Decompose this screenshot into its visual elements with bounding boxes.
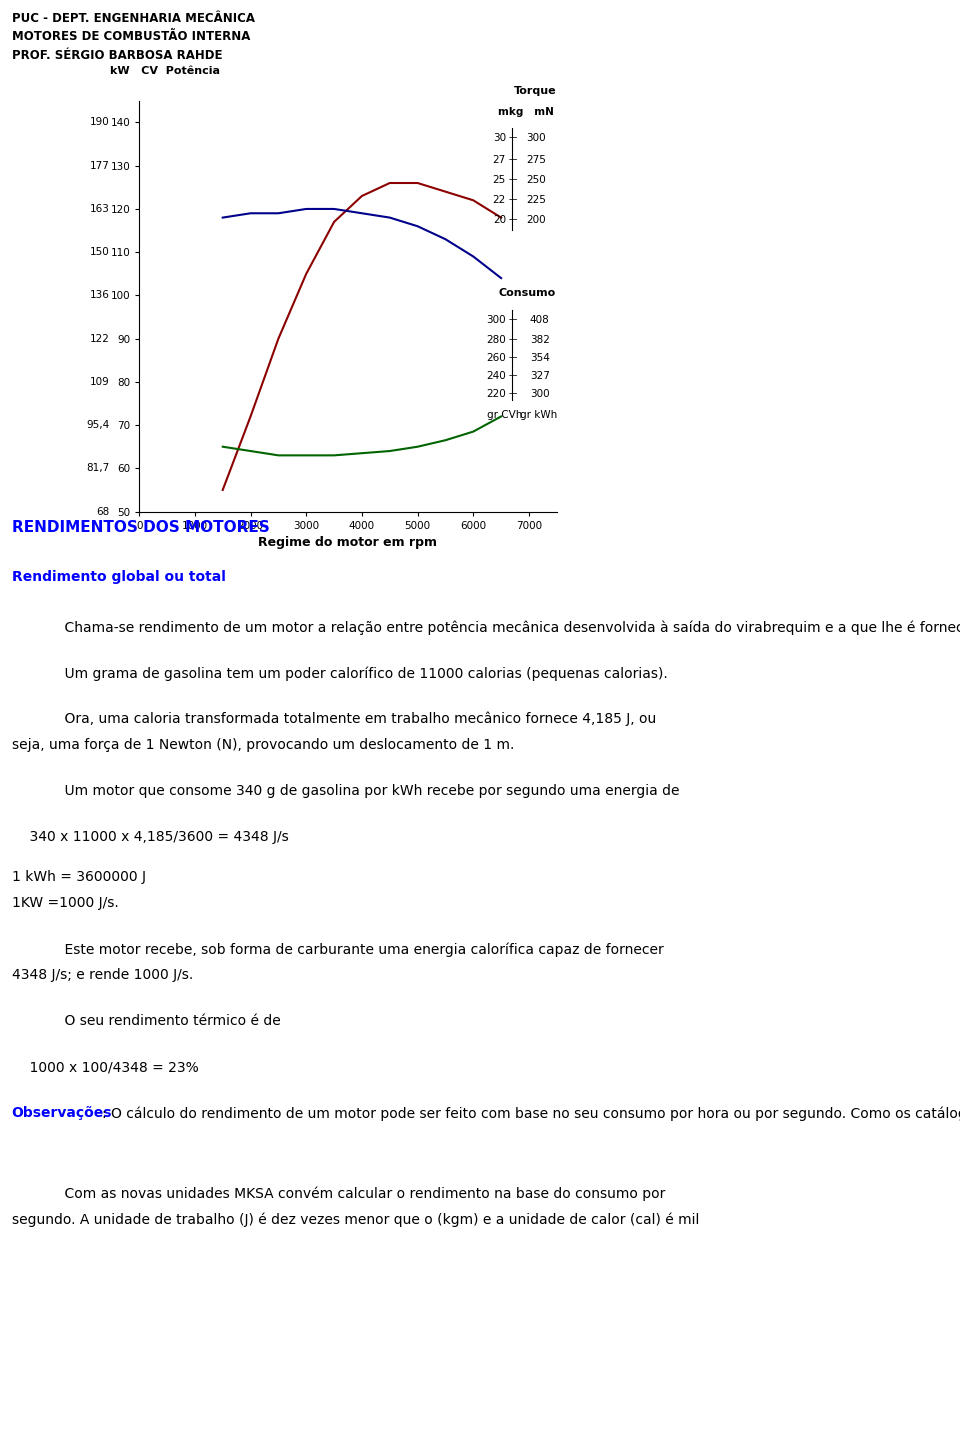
Text: —: — [509, 196, 517, 205]
Text: gr CVh: gr CVh [487, 411, 522, 419]
Text: Este motor recebe, sob forma de carburante uma energia calorífica capaz de forne: Este motor recebe, sob forma de carburan… [12, 942, 663, 957]
Text: —: — [509, 176, 517, 184]
Text: 300: 300 [530, 389, 549, 399]
Text: Ora, uma caloria transformada totalmente em trabalho mecânico fornece 4,185 J, o: Ora, uma caloria transformada totalmente… [12, 712, 656, 726]
Text: Chama-se rendimento de um motor a relação entre potência mecânica desenvolvida à: Chama-se rendimento de um motor a relaçã… [12, 620, 960, 634]
Text: 1KW =1000 J/s.: 1KW =1000 J/s. [12, 896, 118, 911]
Text: Um motor que consome 340 g de gasolina por kWh recebe por segundo uma energia de: Um motor que consome 340 g de gasolina p… [12, 784, 679, 798]
Text: —: — [509, 353, 517, 363]
Text: 260: 260 [486, 353, 506, 363]
Text: —: — [509, 134, 517, 143]
Text: 340 x 11000 x 4,185/3600 = 4348 J/s: 340 x 11000 x 4,185/3600 = 4348 J/s [12, 830, 288, 844]
Text: MOTORES DE COMBUSTÃO INTERNA: MOTORES DE COMBUSTÃO INTERNA [12, 30, 250, 43]
Text: 30: 30 [492, 133, 506, 143]
Text: kW   CV  Potência: kW CV Potência [110, 66, 220, 76]
Text: 200: 200 [526, 215, 545, 225]
Text: Consumo: Consumo [498, 288, 556, 298]
Text: —: — [509, 336, 517, 344]
Text: 122: 122 [90, 334, 110, 343]
Text: : O cálculo do rendimento de um motor pode ser feito com base no seu consumo por: : O cálculo do rendimento de um motor po… [102, 1107, 960, 1121]
Text: 225: 225 [526, 195, 546, 205]
Text: 382: 382 [530, 334, 550, 344]
Text: 190: 190 [90, 118, 110, 127]
Text: 275: 275 [526, 156, 546, 166]
Text: —: — [509, 372, 517, 380]
Text: 20: 20 [492, 215, 506, 225]
Text: 22: 22 [492, 195, 506, 205]
Text: 280: 280 [486, 334, 506, 344]
Text: 408: 408 [530, 316, 550, 326]
Text: seja, uma força de 1 Newton (N), provocando um deslocamento de 1 m.: seja, uma força de 1 Newton (N), provoca… [12, 738, 514, 752]
Text: 300: 300 [487, 316, 506, 326]
Text: Torque: Torque [514, 86, 556, 97]
Text: 177: 177 [90, 161, 110, 170]
Text: PUC - DEPT. ENGENHARIA MECÂNICA: PUC - DEPT. ENGENHARIA MECÂNICA [12, 12, 254, 24]
Text: —: — [509, 156, 517, 164]
Text: —: — [509, 389, 517, 399]
Text: 163: 163 [90, 205, 110, 213]
Text: 300: 300 [526, 133, 545, 143]
Text: 136: 136 [90, 291, 110, 300]
X-axis label: Regime do motor em rpm: Regime do motor em rpm [258, 536, 438, 549]
Text: mkg   mN: mkg mN [498, 107, 554, 117]
Text: 240: 240 [486, 370, 506, 380]
Text: 68: 68 [97, 507, 110, 516]
Text: segundo. A unidade de trabalho (J) é dez vezes menor que o (kgm) e a unidade de : segundo. A unidade de trabalho (J) é dez… [12, 1212, 699, 1226]
Text: 150: 150 [90, 248, 110, 256]
Text: —: — [509, 216, 517, 225]
Text: —: — [509, 316, 517, 324]
Text: Com as novas unidades MKSA convém calcular o rendimento na base do consumo por: Com as novas unidades MKSA convém calcul… [12, 1186, 665, 1200]
Text: 25: 25 [492, 174, 506, 184]
Text: Um grama de gasolina tem um poder calorífico de 11000 calorias (pequenas caloria: Um grama de gasolina tem um poder calorí… [12, 666, 667, 680]
Text: 354: 354 [530, 353, 550, 363]
Text: 109: 109 [90, 378, 110, 386]
Text: Observações: Observações [12, 1107, 112, 1120]
Text: 250: 250 [526, 174, 546, 184]
Text: 327: 327 [530, 370, 550, 380]
Text: 1 kWh = 3600000 J: 1 kWh = 3600000 J [12, 870, 146, 883]
Text: 220: 220 [486, 389, 506, 399]
Text: Rendimento global ou total: Rendimento global ou total [12, 571, 226, 584]
Text: RENDIMENTOS DOS MOTORES: RENDIMENTOS DOS MOTORES [12, 520, 269, 535]
Text: O seu rendimento térmico é de: O seu rendimento térmico é de [12, 1014, 280, 1027]
Text: 95,4: 95,4 [86, 421, 110, 429]
Text: 1000 x 100/4348 = 23%: 1000 x 100/4348 = 23% [12, 1061, 199, 1074]
Text: 27: 27 [492, 156, 506, 166]
Text: gr kWh: gr kWh [520, 411, 558, 419]
Text: PROF. SÉRGIO BARBOSA RAHDE: PROF. SÉRGIO BARBOSA RAHDE [12, 49, 222, 62]
Text: 81,7: 81,7 [86, 464, 110, 473]
Text: 4348 J/s; e rende 1000 J/s.: 4348 J/s; e rende 1000 J/s. [12, 968, 193, 981]
